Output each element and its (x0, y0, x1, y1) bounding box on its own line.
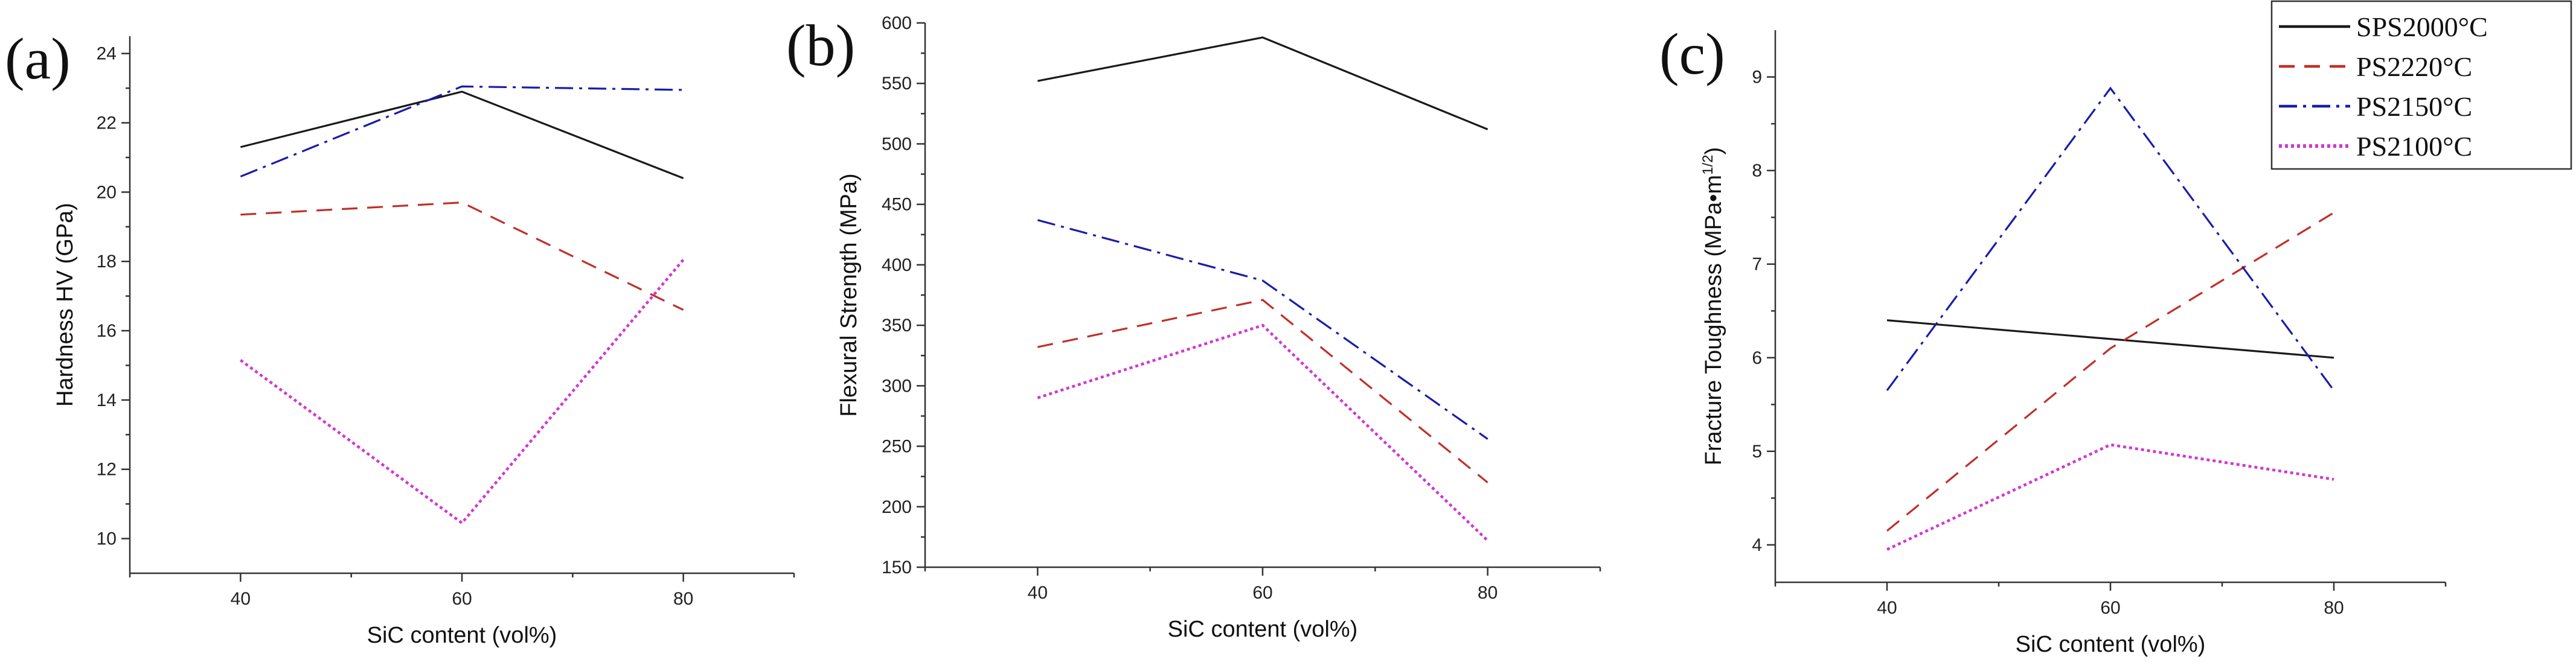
y-axis-title: Fracture Toughness (MPa•m1/2) (1700, 147, 1726, 466)
y-tick-label: 300 (882, 376, 912, 396)
legend-label: SPS2000°C (2356, 11, 2488, 42)
series-line-ps2150c (240, 85, 684, 178)
y-tick-label: 16 (97, 321, 117, 341)
legend: SPS2000°C PS2220°C PS2150°C PS2100°C (2270, 0, 2572, 170)
x-tick-label: 40 (1028, 583, 1048, 603)
y-tick-label: 9 (1752, 68, 1762, 87)
y-tick-label: 10 (97, 529, 117, 549)
chart-panel-1: 10 12 14 16 18 20 22 24 40 60 80 SiC content (vol%)… (5, 27, 795, 648)
x-tick-label: 40 (1877, 598, 1897, 618)
legend-label: PS2150°C (2356, 91, 2472, 122)
chart-panel-2: 150 200 250 300 350 400 450 500 550 600 40 60 80 SiC … (786, 13, 1601, 642)
y-tick-label: 14 (97, 390, 117, 410)
chart-panel-3: 4 5 6 7 8 9 40 60 80 SiC content (vol%) Fracture T… (1659, 22, 2447, 657)
series-line-ps2220c (1037, 299, 1488, 483)
panel-label: (c) (1659, 22, 1725, 87)
legend-box (2270, 0, 2572, 170)
panel-label: (a) (5, 27, 71, 92)
x-tick-label: 60 (2100, 598, 2120, 618)
y-tick-label: 7 (1752, 255, 1762, 275)
x-tick-label: 80 (673, 589, 693, 609)
y-tick-label: 150 (882, 558, 912, 577)
y-tick-label: 250 (882, 437, 912, 457)
legend-label: PS2220°C (2356, 51, 2472, 82)
y-tick-label: 500 (882, 134, 912, 154)
y-axis-title-text: Hardness HV (GPa) (53, 203, 78, 407)
legend-label: PS2100°C (2356, 131, 2472, 162)
y-tick-label: 4 (1752, 535, 1762, 555)
y-tick-label: 600 (882, 13, 912, 33)
y-tick-label: 22 (97, 113, 117, 133)
y-axis-title-close: ) (1701, 147, 1726, 155)
x-tick-label: 80 (2324, 598, 2344, 618)
y-tick-label: 8 (1752, 161, 1762, 181)
x-axis-title: SiC content (vol%) (367, 623, 557, 648)
series-line-ps2150c (1886, 86, 2335, 392)
y-tick-label: 450 (882, 195, 912, 215)
series-line-sps2000c (240, 91, 684, 179)
series-line-ps2220c (1886, 212, 2334, 532)
y-tick-label: 20 (97, 182, 117, 202)
y-tick-label: 6 (1752, 348, 1762, 368)
x-axis-title: SiC content (vol%) (1168, 617, 1358, 642)
panel-label: (b) (786, 13, 855, 78)
y-axis-title: Hardness HV (GPa) (53, 203, 78, 407)
y-axis-title-superscript: 1/2 (1700, 154, 1716, 174)
y-tick-label: 200 (882, 497, 912, 517)
y-tick-label: 24 (97, 44, 117, 64)
y-tick-label: 550 (882, 74, 912, 94)
x-tick-label: 60 (1252, 583, 1272, 603)
y-axis-title-text: Fracture Toughness (MPa•m (1701, 175, 1726, 465)
series-line-ps2150c (1037, 219, 1488, 440)
series-line-ps2100c (1886, 443, 2334, 551)
series-line-sps2000c (1037, 36, 1488, 130)
y-tick-label: 350 (882, 316, 912, 336)
y-axis-title: Flexural Strength (MPa) (836, 173, 862, 416)
y-tick-label: 18 (97, 252, 117, 272)
series-line-ps2100c (1037, 323, 1489, 542)
x-tick-label: 80 (1478, 583, 1498, 603)
x-tick-label: 60 (452, 589, 472, 609)
y-tick-label: 400 (882, 255, 912, 275)
x-tick-label: 40 (231, 589, 251, 609)
y-tick-label: 12 (97, 460, 117, 480)
y-axis-title-text: Flexural Strength (MPa) (836, 173, 862, 416)
series-line-ps2220c (240, 201, 684, 311)
series-line-sps2000c (1886, 319, 2334, 359)
x-axis-title: SiC content (vol%) (2016, 632, 2206, 657)
y-tick-label: 5 (1752, 442, 1762, 462)
series-line-ps2100c (239, 258, 685, 525)
